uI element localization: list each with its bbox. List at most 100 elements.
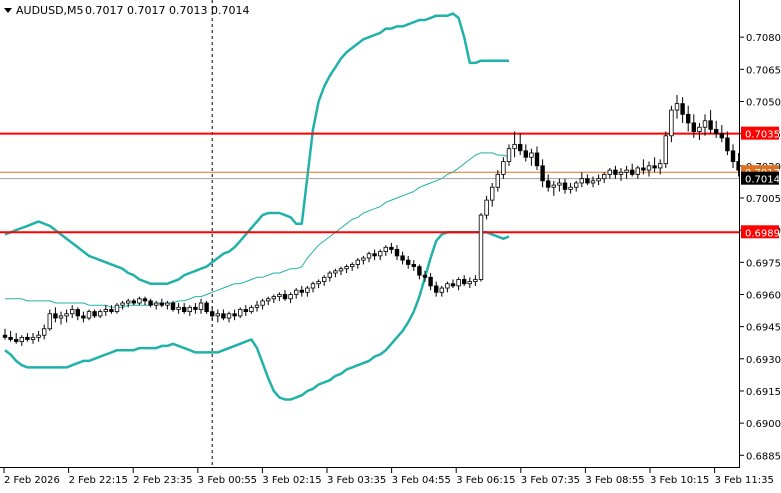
candle xyxy=(730,144,736,168)
candle xyxy=(109,305,114,314)
price-tick-label: 0.7080 xyxy=(746,33,781,44)
bull-candle-body xyxy=(153,302,159,306)
candle xyxy=(42,324,47,340)
candle xyxy=(478,212,484,282)
candle xyxy=(719,125,724,143)
level-tag-1: 0.7035 xyxy=(741,126,780,141)
bull-candle-body xyxy=(355,259,360,265)
candle xyxy=(310,281,316,293)
candle xyxy=(590,176,596,188)
candle xyxy=(646,161,652,177)
bull-candle-body xyxy=(484,199,489,216)
candle xyxy=(137,296,142,306)
bull-candle-body xyxy=(333,270,338,274)
bull-candle-body xyxy=(602,173,607,180)
candle xyxy=(293,288,299,299)
bull-candle-body xyxy=(36,334,41,338)
candle xyxy=(674,95,680,119)
bear-candle-body xyxy=(159,302,164,306)
bull-candle-body xyxy=(114,304,120,313)
bear-candle-body xyxy=(299,289,304,293)
candle xyxy=(461,275,467,286)
candle xyxy=(641,159,646,175)
candle xyxy=(540,159,545,188)
bull-candle-body xyxy=(327,272,332,278)
bull-candle-body xyxy=(126,300,131,304)
bull-candle-body xyxy=(70,309,75,315)
bull-candle-body xyxy=(669,109,674,137)
bear-candle-body xyxy=(417,266,422,276)
bull-candle-body xyxy=(658,163,663,169)
time-tick-label: 3 Feb 02:15 xyxy=(262,475,321,486)
candle xyxy=(204,300,209,314)
bid-price-tag: 0.7014 xyxy=(741,171,780,186)
bear-candle-body xyxy=(540,165,545,182)
bear-candle-body xyxy=(708,120,713,130)
bear-candle-body xyxy=(181,306,187,313)
bear-candle-body xyxy=(25,336,30,340)
bear-candle-body xyxy=(714,128,719,135)
bear-candle-body xyxy=(562,182,568,190)
candle xyxy=(159,298,164,308)
bear-candle-body xyxy=(232,313,237,317)
bear-candle-body xyxy=(546,180,551,188)
time-tick-label: 2 Feb 2026 xyxy=(4,475,60,486)
candle xyxy=(209,307,215,321)
candle xyxy=(377,249,383,261)
candle xyxy=(663,131,668,168)
candle xyxy=(585,174,590,186)
candle xyxy=(714,120,719,138)
bull-candle-body xyxy=(473,279,478,282)
bull-candle-body xyxy=(265,298,271,302)
ohlc-values: 0.7017 0.7017 0.7013 0.7014 xyxy=(85,4,249,17)
bull-candle-body xyxy=(366,253,372,259)
candle xyxy=(249,305,254,314)
candle xyxy=(736,152,740,177)
bear-candle-body xyxy=(422,274,428,278)
bear-candle-body xyxy=(2,334,8,338)
bull-candle-body xyxy=(338,268,344,272)
bull-candle-body xyxy=(674,103,680,111)
candle xyxy=(36,330,41,342)
candle xyxy=(405,255,411,269)
candle xyxy=(13,333,19,344)
time-tick-label: 3 Feb 04:55 xyxy=(392,475,451,486)
time-tick-label: 3 Feb 06:15 xyxy=(456,475,515,486)
bull-candle-body xyxy=(103,309,108,313)
candle xyxy=(327,270,332,282)
bear-candle-body xyxy=(8,336,13,340)
level-tag-2-bg xyxy=(741,225,779,239)
price-tick-label: 0.7050 xyxy=(746,97,781,108)
bear-candle-body xyxy=(394,249,400,257)
candle xyxy=(450,279,456,289)
candle xyxy=(708,110,713,134)
candle xyxy=(546,174,551,192)
candle xyxy=(305,285,310,297)
bear-candle-body xyxy=(142,298,148,302)
bull-candle-body xyxy=(187,306,192,313)
bull-candle-body xyxy=(501,161,506,175)
bollinger-upper-band xyxy=(4,12,509,285)
bear-candle-body xyxy=(53,313,58,319)
candle xyxy=(523,144,528,162)
candle xyxy=(529,148,534,166)
candle xyxy=(686,105,691,132)
candle xyxy=(265,296,271,306)
bear-candle-body xyxy=(243,309,248,313)
candle xyxy=(568,182,573,194)
candle xyxy=(489,182,495,207)
candle xyxy=(433,281,439,297)
plot-area[interactable] xyxy=(0,0,757,468)
candle xyxy=(103,305,108,316)
bull-candle-body xyxy=(288,294,293,300)
bull-candle-body xyxy=(635,167,640,175)
candle xyxy=(86,309,92,321)
candle xyxy=(473,275,478,286)
collapse-triangle-icon[interactable] xyxy=(4,8,12,13)
bull-candle-body xyxy=(467,281,472,285)
candle xyxy=(607,167,612,179)
candle xyxy=(187,305,192,316)
candle xyxy=(53,307,58,323)
bear-candle-body xyxy=(652,165,657,169)
